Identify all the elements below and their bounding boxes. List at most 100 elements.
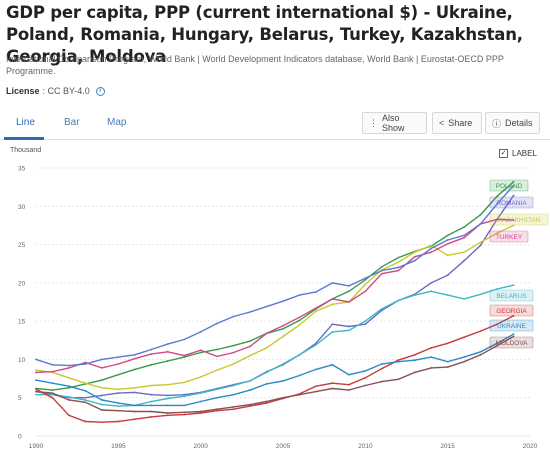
data-point-ukraine xyxy=(249,389,251,391)
data-point-moldova xyxy=(463,360,466,363)
data-point-turkey xyxy=(282,324,284,327)
x-tick-label: 2005 xyxy=(276,443,291,450)
series-label-box-belarus xyxy=(489,289,534,302)
data-point-poland xyxy=(35,387,37,390)
data-point-poland xyxy=(347,290,350,293)
series-line-turkey xyxy=(35,218,514,374)
data-point-georgia xyxy=(100,421,103,424)
data-point-ukraine xyxy=(479,350,482,353)
data-point-moldova xyxy=(35,390,37,393)
data-point-moldova xyxy=(282,396,284,399)
series-line-georgia xyxy=(35,315,514,423)
series-line-kazakhstan xyxy=(35,224,514,391)
data-point-kazakhstan xyxy=(413,251,416,254)
data-point-poland xyxy=(199,351,202,354)
data-point-hungary xyxy=(84,363,87,365)
data-point-kazakhstan xyxy=(463,251,466,254)
data-point-hungary xyxy=(496,203,498,205)
data-point-romania xyxy=(265,370,268,373)
data-point-kazakhstan xyxy=(117,388,120,391)
data-point-ukraine xyxy=(84,389,87,392)
data-point-hungary xyxy=(347,285,350,287)
details-button[interactable]: ⓘ Details xyxy=(485,112,540,134)
data-point-kazakhstan xyxy=(298,324,301,326)
data-point-hungary xyxy=(463,234,466,237)
info-icon[interactable]: i xyxy=(95,86,105,96)
series-line-poland xyxy=(35,181,514,391)
data-point-ukraine xyxy=(347,373,350,376)
y-tick-label: 0 xyxy=(18,434,22,441)
series-label-box-georgia xyxy=(489,304,534,317)
share-label: Share xyxy=(448,118,473,128)
also-show-button[interactable]: ⋮ Also Show xyxy=(362,112,427,134)
data-point-moldova xyxy=(512,335,515,338)
series-line-hungary xyxy=(35,185,515,367)
data-point-belarus xyxy=(51,393,54,396)
data-point-georgia xyxy=(150,415,153,418)
label-checkbox[interactable]: ✓ xyxy=(499,149,508,158)
data-point-romania xyxy=(35,390,37,393)
series-label-box-turkey xyxy=(489,230,529,243)
data-point-ukraine xyxy=(282,379,284,382)
data-point-georgia xyxy=(265,402,268,404)
data-point-georgia xyxy=(298,392,301,395)
tab-line[interactable]: Line xyxy=(16,117,35,128)
data-point-hungary xyxy=(331,281,334,284)
data-point-ukraine xyxy=(35,379,37,382)
data-point-moldova xyxy=(183,411,186,414)
data-point-georgia xyxy=(133,418,136,421)
data-point-moldova xyxy=(51,392,54,395)
tab-bar[interactable]: Bar xyxy=(64,117,80,128)
y-tick-label: 20 xyxy=(18,280,26,287)
active-tab-indicator xyxy=(4,137,44,140)
data-point-poland xyxy=(265,332,268,335)
data-point-ukraine xyxy=(397,360,400,363)
data-point-ukraine xyxy=(183,404,186,407)
data-point-belarus xyxy=(380,307,383,310)
data-point-hungary xyxy=(397,266,400,269)
data-point-romania xyxy=(315,342,317,345)
data-point-moldova xyxy=(100,409,103,411)
data-point-poland xyxy=(166,360,169,362)
share-button[interactable]: < Share xyxy=(432,112,482,134)
data-point-poland xyxy=(496,195,498,198)
data-point-turkey xyxy=(216,355,219,358)
series-label-box-kazakhstan xyxy=(489,213,549,226)
data-point-ukraine xyxy=(446,360,449,363)
data-point-poland xyxy=(331,298,334,300)
series-label-kazakhstan: KAZAKHSTAN xyxy=(498,217,541,224)
data-point-ukraine xyxy=(150,404,153,407)
data-point-georgia xyxy=(463,336,466,339)
data-point-poland xyxy=(68,386,70,389)
tab-map[interactable]: Map xyxy=(107,117,127,128)
page-title: GDP per capita, PPP (current internation… xyxy=(6,3,523,66)
data-point-romania xyxy=(117,392,120,395)
data-point-poland xyxy=(133,368,136,371)
data-point-moldova xyxy=(413,371,416,374)
data-point-georgia xyxy=(512,314,515,317)
data-point-kazakhstan xyxy=(183,381,186,384)
data-point-ukraine xyxy=(199,400,202,403)
data-point-turkey xyxy=(232,351,235,354)
series-line-belarus xyxy=(36,284,514,407)
data-point-moldova xyxy=(265,400,268,403)
data-point-poland xyxy=(100,379,103,382)
data-point-hungary xyxy=(232,315,235,318)
data-point-romania xyxy=(68,396,70,399)
data-point-ukraine xyxy=(315,368,317,371)
data-point-poland xyxy=(282,327,284,330)
label-toggle[interactable]: ✓ LABEL xyxy=(499,149,537,158)
data-point-belarus xyxy=(331,330,334,333)
data-point-kazakhstan xyxy=(35,369,37,372)
data-point-georgia xyxy=(430,347,433,349)
data-point-hungary xyxy=(430,247,433,250)
series-line-moldova xyxy=(35,335,514,414)
data-point-kazakhstan xyxy=(150,384,153,387)
series-label-turkey: TURKEY xyxy=(496,234,523,241)
data-point-georgia xyxy=(216,409,219,412)
data-point-romania xyxy=(397,299,400,302)
data-point-turkey xyxy=(199,349,202,352)
data-point-ukraine xyxy=(232,393,235,396)
data-point-hungary xyxy=(100,358,103,361)
data-point-moldova xyxy=(232,406,235,408)
